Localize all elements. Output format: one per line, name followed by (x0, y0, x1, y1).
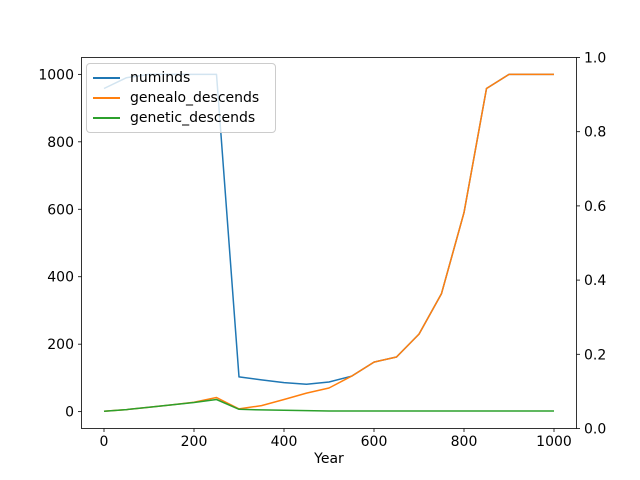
legend-entry-label: genealo_descends (130, 90, 260, 106)
legend-item: numinds (93, 68, 269, 88)
left-tick-label: 400 (47, 270, 74, 286)
right-tick-label: 0.2 (584, 347, 606, 363)
legend-entry-label: genetic_descends (130, 110, 256, 126)
right-tick-label: 0.4 (584, 273, 606, 289)
x-tick-label: 800 (451, 434, 478, 450)
left-tick-label: 0 (65, 405, 74, 421)
x-axis-label: Year (313, 451, 344, 467)
x-tick-label: 0 (100, 434, 109, 450)
right-tick-label: 0.0 (584, 422, 606, 438)
left-tick-label: 600 (47, 202, 74, 218)
legend-item: genetic_descends (93, 108, 269, 128)
legend-line-icon (93, 97, 120, 99)
left-tick-label: 1000 (38, 67, 74, 83)
right-tick-label: 0.8 (584, 125, 606, 141)
legend-line-icon (93, 77, 120, 79)
x-tick-label: 600 (361, 434, 388, 450)
right-tick-label: 0.6 (584, 199, 606, 215)
x-tick-label: 1000 (536, 434, 572, 450)
series-line-genetic_descends (103, 398, 554, 413)
legend-item: genealo_descends (93, 88, 269, 108)
legend-entry-label: numinds (130, 70, 191, 86)
left-tick-label: 200 (47, 337, 74, 353)
legend: numinds genealo_descends genetic_descends (86, 63, 276, 133)
x-tick-label: 200 (181, 434, 208, 450)
axes-frame (81, 57, 577, 429)
legend-line-icon (93, 117, 120, 119)
left-tick-label: 800 (47, 135, 74, 151)
x-tick-label: 400 (271, 434, 298, 450)
right-tick-label: 1.0 (584, 51, 606, 67)
